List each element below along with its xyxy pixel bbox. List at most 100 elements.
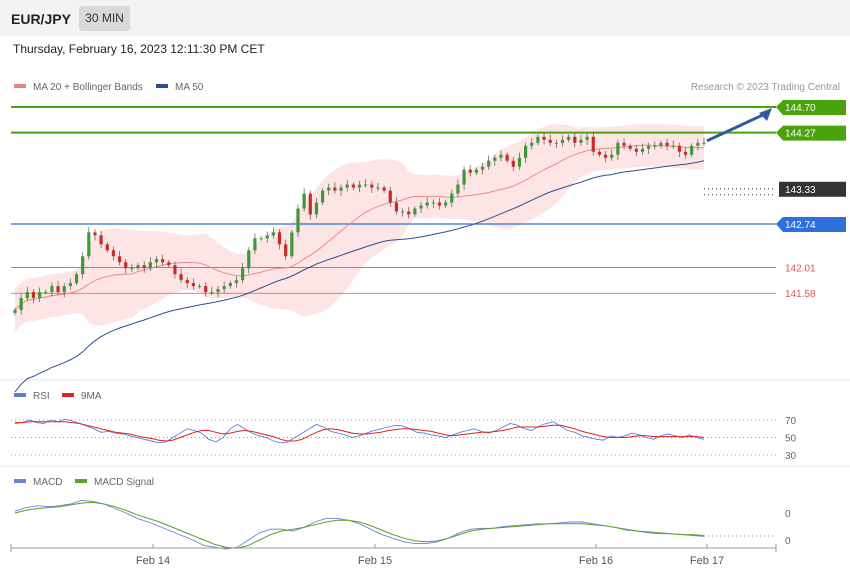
candle-body (499, 154, 503, 158)
candle (690, 143, 694, 158)
candle-body (437, 202, 442, 206)
candle-body (320, 190, 325, 203)
macd-tick-label: 0 (785, 509, 791, 520)
candle (277, 229, 282, 250)
resistance-line-0-tag (776, 100, 846, 115)
candle-body (431, 202, 435, 204)
candle (25, 286, 29, 302)
candlesticks (13, 132, 706, 316)
legend-label-rsi-ma: 9MA (81, 391, 102, 402)
candle-body (671, 145, 675, 147)
support-line-4-label: 142.01 (785, 264, 816, 275)
candle (450, 189, 454, 208)
candle (339, 184, 343, 196)
candle (161, 254, 165, 267)
candle-body (68, 283, 72, 287)
candle-body (167, 262, 171, 266)
candle (603, 150, 608, 163)
candle-body (530, 142, 534, 146)
candle-body (296, 208, 300, 233)
candle (124, 259, 128, 274)
candle (647, 142, 651, 155)
candle (314, 197, 319, 219)
candle (271, 227, 275, 239)
candle (480, 162, 485, 175)
candle-body (468, 169, 472, 173)
candle-body (148, 262, 152, 269)
legend-label-macd-signal: MACD Signal (94, 477, 154, 488)
candle (111, 246, 116, 261)
candle (394, 197, 399, 215)
candle-body (241, 268, 245, 281)
candle-body (511, 160, 515, 167)
candle-body (111, 250, 116, 257)
candle (173, 261, 177, 279)
current-price-tag (779, 181, 846, 197)
candle-body (142, 265, 146, 269)
candle-body (616, 142, 620, 155)
candle (400, 208, 405, 217)
x-tick-label: Feb 14 (136, 555, 170, 567)
macd-line (14, 499, 705, 550)
symbol-label: EUR/JPY (11, 11, 71, 27)
candle-body (204, 286, 208, 293)
candle (542, 133, 546, 145)
candle-body (179, 274, 183, 281)
candle (474, 167, 478, 176)
candle (253, 233, 257, 255)
candle-body (38, 292, 42, 299)
candle-body (44, 292, 48, 294)
candle-body (647, 145, 651, 149)
candle (136, 262, 140, 271)
candle-body (388, 190, 392, 203)
candle-body (136, 265, 140, 269)
candle (56, 280, 60, 296)
candle-body (99, 235, 103, 245)
candle-body (357, 184, 362, 188)
candle (204, 282, 208, 297)
candle (628, 143, 632, 152)
candle (99, 230, 103, 249)
candle (265, 231, 269, 243)
forecast-arrow-shaft (706, 111, 768, 143)
candle-body (677, 145, 681, 152)
candle-body (210, 292, 214, 294)
candle (93, 229, 97, 241)
candle-body (634, 148, 638, 152)
candle (659, 140, 663, 149)
candle-body (597, 151, 602, 155)
candle (413, 206, 417, 217)
candle (185, 277, 189, 289)
candle (351, 182, 355, 190)
candle-body (284, 244, 288, 257)
candle (388, 186, 392, 208)
legend-swatch-ma20 (14, 84, 26, 88)
rsi-tick-label: 70 (785, 416, 797, 427)
candle (222, 281, 226, 293)
candle (38, 287, 42, 302)
candle (634, 144, 638, 157)
candle (591, 132, 595, 156)
candle (573, 133, 577, 148)
candle-body (683, 151, 688, 155)
candle-body (665, 142, 669, 146)
candle-body (302, 193, 306, 209)
candle (499, 150, 503, 162)
support-line-5-label: 141.58 (785, 289, 816, 300)
candle-body (173, 265, 177, 275)
candle (419, 201, 423, 214)
candle-body (327, 187, 331, 191)
candle-body (640, 148, 645, 152)
candle (530, 138, 534, 150)
legend-label-rsi: RSI (33, 391, 50, 402)
candle (357, 180, 362, 193)
candle (290, 229, 294, 259)
candle (241, 262, 245, 284)
candle (616, 139, 620, 161)
candle (345, 180, 349, 192)
timeframe-button[interactable]: 30 MIN (79, 6, 130, 31)
candle-body (185, 280, 189, 284)
candle (333, 182, 337, 194)
candle-body (56, 286, 60, 293)
